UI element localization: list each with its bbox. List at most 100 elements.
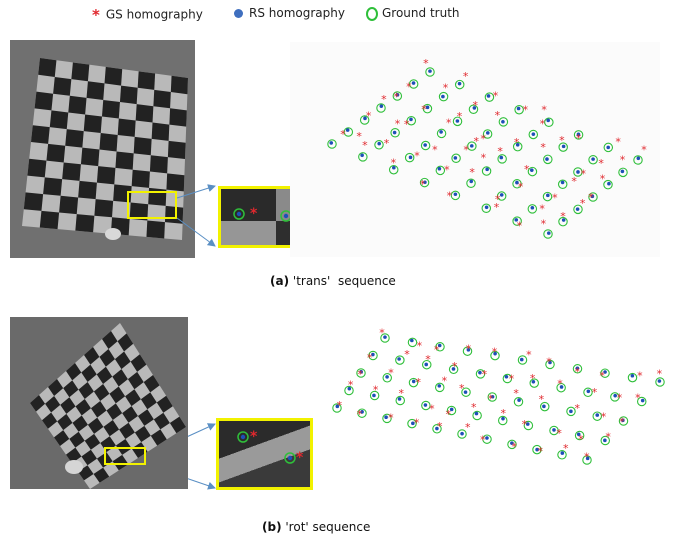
- highlight-box-trans: [127, 191, 177, 219]
- gs-homography-point: *: [420, 178, 426, 191]
- gs-homography-point: *: [356, 130, 362, 143]
- ground-truth-point: [421, 400, 431, 411]
- ground-truth-point: [435, 382, 445, 393]
- ground-truth-point: [618, 167, 628, 178]
- gs-homography-point: *: [552, 191, 558, 204]
- rs-homography-point: [453, 156, 458, 160]
- ground-truth-point: [543, 154, 553, 165]
- rs-homography-point: [560, 180, 565, 185]
- ground-truth-point: [475, 369, 486, 379]
- gs-homography-point: *: [494, 201, 500, 214]
- gs-homography-point: *: [357, 408, 363, 421]
- scatter-trans: * * * * * * * * * * * * * * * * * * * * * * * * * * * * * * * * * * * * * * * *…: [290, 42, 660, 257]
- gs-homography-point: *: [414, 150, 420, 163]
- rs-homography-point: [345, 128, 350, 132]
- ground-truth-point: [466, 178, 476, 188]
- ground-truth-point: [407, 418, 417, 429]
- ground-truth-point: [472, 410, 482, 421]
- ground-truth-point: [543, 229, 553, 239]
- gs-homography-point: *: [388, 367, 394, 380]
- rs-homography-point: [485, 436, 489, 440]
- gs-homography-point: *: [395, 118, 401, 131]
- rs-homography-point: [411, 379, 416, 384]
- rs-homography-point: [453, 192, 458, 197]
- gs-homography-point: *: [357, 368, 363, 381]
- ground-truth-point: [557, 179, 568, 190]
- gs-homography-point: *: [635, 392, 641, 405]
- rs-homography-point: [408, 155, 413, 160]
- rs-homography-point: [586, 389, 591, 394]
- ground-truth-point: [527, 204, 538, 214]
- rs-homography-point: [620, 169, 625, 174]
- scatter-rot: * * * * * * * * * * * * * * * * * * * * * * * * * * * * * * * * * * * * * * * *…: [325, 320, 670, 470]
- ground-truth-point: [558, 216, 568, 227]
- gs-homography-point: *: [584, 450, 590, 463]
- rs-homography-point: [590, 194, 595, 199]
- gs-homography-point: *: [443, 81, 449, 94]
- gs-homography-point: *: [472, 99, 478, 112]
- ground-truth-point: [633, 155, 643, 165]
- gs-homography-point: *: [517, 220, 523, 233]
- legend: * GS homography RS homography Ground trut…: [0, 6, 677, 28]
- ground-truth-point: [450, 190, 461, 201]
- ground-truth-point: [627, 372, 638, 383]
- rs-homography-point: [466, 348, 471, 352]
- rs-homography-point: [423, 403, 428, 407]
- gs-homography-point: *: [539, 393, 545, 406]
- gs-homography-point: *: [563, 442, 569, 455]
- gs-homography-point: *: [465, 421, 471, 434]
- rs-homography-point: [435, 426, 439, 431]
- gs-homography-point: *: [492, 345, 498, 358]
- gs-homography-point: *: [524, 163, 530, 176]
- gs-homography-point: *: [367, 351, 373, 364]
- gs-homography-point: *: [432, 144, 438, 157]
- rs-homography-point: [437, 384, 442, 388]
- gs-homography-point: *: [657, 368, 663, 381]
- rs-homography-point: [576, 132, 581, 137]
- ground-truth-point: [582, 455, 592, 465]
- rs-homography-point: [441, 94, 445, 99]
- ground-truth-point: [451, 153, 461, 164]
- gs-homography-point: *: [459, 382, 465, 395]
- gs-homography-point: *: [480, 132, 486, 145]
- gs-homography-point: *: [578, 433, 584, 446]
- rs-homography-point: [530, 168, 534, 172]
- caption-rot-label: (b): [262, 520, 282, 534]
- checkerboard-trans: [10, 40, 195, 258]
- gs-homography-point: *: [575, 402, 581, 415]
- ground-truth-point: [343, 127, 354, 137]
- rs-homography-point: [525, 422, 530, 426]
- gs-homography-point: *: [546, 356, 552, 369]
- ground-truth-point: [514, 104, 524, 115]
- rs-homography-point: [451, 367, 456, 371]
- gs-homography-point: *: [495, 193, 501, 206]
- ground-truth-point: [435, 342, 445, 352]
- rs-homography-point: [424, 362, 429, 367]
- ground-truth-point: [512, 179, 522, 189]
- rs-homography-point: [392, 165, 396, 170]
- rs-homography-point: [560, 451, 565, 455]
- scatter-rot-markers: ****************************************…: [332, 326, 665, 465]
- gs-homography-point: *: [463, 144, 469, 157]
- ground-truth-point: [529, 378, 540, 388]
- svg-text:*: *: [250, 206, 258, 222]
- ground-truth-point: [436, 128, 447, 139]
- rs-homography-point: [395, 93, 400, 97]
- caption-trans-label: (a): [270, 274, 290, 288]
- ground-truth-point: [392, 91, 403, 101]
- rs-homography-point: [385, 375, 389, 379]
- legend-gs-label: GS homography: [105, 7, 203, 22]
- ground-truth-point: [395, 355, 405, 365]
- rs-homography-point: [515, 142, 520, 147]
- gs-homography-point: *: [598, 157, 604, 170]
- gs-homography-point: *: [421, 103, 427, 116]
- gs-homography-point: *: [444, 164, 450, 177]
- scatter-trans-markers: ****************************************…: [327, 57, 647, 239]
- ground-truth-point: [395, 395, 406, 406]
- gs-homography-point: *: [447, 190, 453, 203]
- gs-homography-point: *: [362, 139, 368, 152]
- gs-homography-point: *: [619, 415, 625, 428]
- rs-homography-point: [501, 119, 505, 124]
- rs-homography-point: [463, 390, 468, 394]
- rs-homography-point: [384, 415, 388, 420]
